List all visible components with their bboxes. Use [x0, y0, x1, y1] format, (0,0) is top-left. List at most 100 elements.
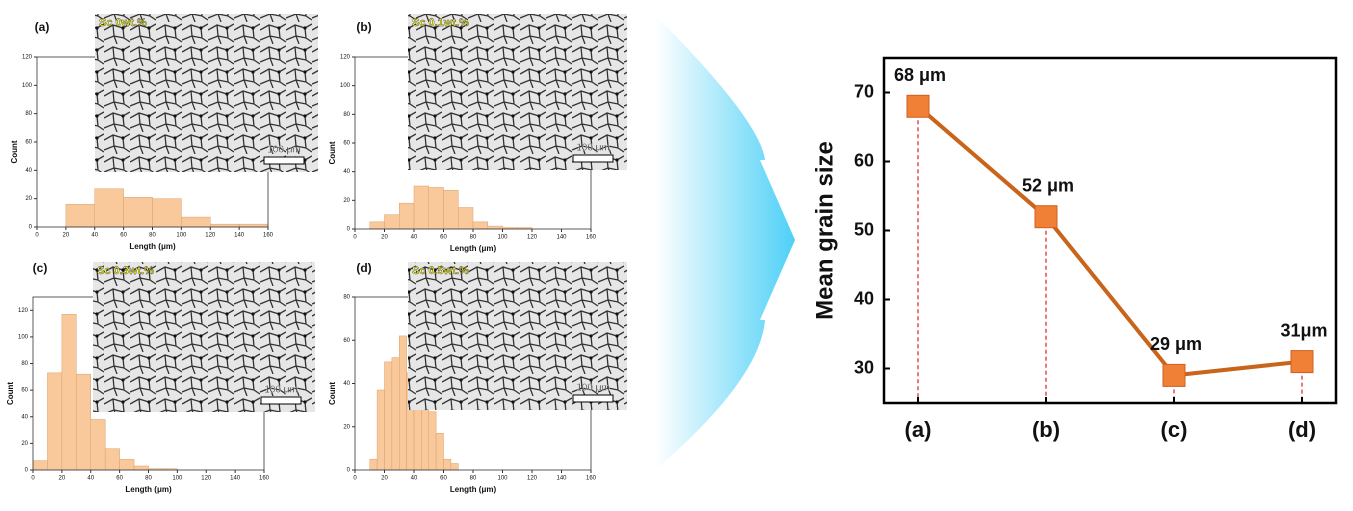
x-tick-label: 0: [31, 476, 35, 482]
histogram-bar: [61, 314, 77, 471]
marker: [1290, 350, 1314, 374]
histogram-bar: [450, 463, 459, 471]
x-tick-label: 160: [263, 233, 274, 239]
inset-label: Sc 0.5wt.%: [412, 265, 469, 277]
x-tick-label: (d): [1288, 417, 1316, 442]
x-axis-label: Length (μm): [125, 485, 172, 494]
histogram-bar: [123, 197, 153, 228]
y-tick-label: 60: [343, 141, 350, 147]
y-tick-label: 80: [21, 361, 28, 367]
x-tick-label: 120: [527, 476, 538, 482]
x-tick-label: 120: [205, 233, 216, 239]
y-axis-label: Count: [328, 141, 337, 164]
y-tick-label: 20: [25, 196, 32, 202]
x-axis-label: Length (μm): [450, 244, 497, 253]
x-tick-label: 100: [176, 233, 187, 239]
scale-bar-label: 100 μm: [576, 383, 610, 394]
histogram-bar: [428, 411, 437, 471]
scale-bar: [260, 396, 302, 405]
histogram-bar: [472, 221, 488, 230]
x-tick-label: 20: [63, 233, 70, 239]
y-tick-label: 40: [25, 168, 32, 174]
x-tick-label: 40: [91, 233, 98, 239]
x-tick-label: 100: [172, 476, 183, 482]
x-tick-label: (b): [1032, 417, 1060, 442]
y-tick-label: 100: [340, 83, 351, 89]
panel-label: (b): [356, 20, 371, 34]
histogram-bar: [487, 225, 503, 230]
histogram-bar: [32, 460, 48, 471]
histogram-bar: [435, 432, 444, 471]
y-tick-label: 40: [21, 414, 28, 420]
histogram-bar: [238, 223, 269, 228]
y-tick-label: 80: [343, 112, 350, 118]
histogram-bar: [443, 190, 459, 230]
x-tick-label: 160: [586, 235, 597, 241]
line: [916, 104, 1303, 378]
scale-bar: [572, 154, 614, 163]
histogram-bar: [104, 448, 120, 471]
y-tick-label: 20: [21, 441, 28, 447]
x-tick-label: 140: [556, 476, 567, 482]
micrograph: [408, 262, 627, 410]
y-tick-label: 60: [343, 338, 350, 344]
micrograph: [93, 262, 315, 412]
x-tick-label: 80: [149, 233, 156, 239]
panel-label: (a): [35, 20, 50, 34]
x-tick-label: 100: [497, 476, 508, 482]
x-tick-label: 0: [353, 476, 357, 482]
panel-label: (d): [356, 261, 371, 275]
marker: [906, 94, 930, 118]
scale-bar: [263, 156, 305, 165]
y-tick-label: 120: [18, 308, 29, 314]
y-tick-label: 20: [343, 198, 350, 204]
y-tick-label: 50: [854, 219, 874, 239]
histogram-bar: [376, 389, 385, 471]
x-tick-label: 160: [259, 476, 270, 482]
inset-label: Sc 0wt.%: [99, 17, 147, 29]
y-tick-label: 100: [22, 83, 33, 89]
x-tick-label: 120: [527, 235, 538, 241]
x-tick-label: (c): [1161, 417, 1188, 442]
y-axis-label: Mean grain size: [811, 141, 838, 320]
value-label: 31μm: [1280, 320, 1327, 340]
y-tick-label: 30: [854, 357, 874, 377]
histogram-bar: [443, 458, 452, 471]
x-tick-label: 80: [470, 235, 477, 241]
x-tick-label: 80: [470, 476, 477, 482]
y-tick-label: 70: [854, 81, 874, 101]
scale-bar-label: 100 μm: [576, 143, 610, 154]
x-tick-label: 80: [145, 476, 152, 482]
y-tick-label: 100: [18, 335, 29, 341]
x-tick-label: 60: [116, 476, 123, 482]
histogram-bar: [181, 216, 211, 228]
micrograph: [408, 14, 627, 170]
plot-frame: [882, 56, 1338, 405]
x-tick-label: 20: [381, 235, 388, 241]
histogram-bar: [119, 459, 135, 471]
y-tick-label: 80: [25, 111, 32, 117]
x-tick-label: (a): [905, 417, 932, 442]
x-tick-label: 40: [87, 476, 94, 482]
y-axis-label: Count: [328, 382, 337, 405]
histogram-bar: [428, 187, 444, 230]
histogram-bar: [369, 221, 385, 230]
y-axis-label: Count: [6, 382, 15, 405]
x-tick-label: 100: [497, 235, 508, 241]
scale-bar-label: 100 μm: [264, 385, 298, 396]
histogram-bar: [369, 458, 378, 471]
panel-label: (c): [33, 261, 48, 275]
x-tick-label: 120: [201, 476, 212, 482]
y-tick-label: 60: [25, 140, 32, 146]
y-tick-label: 0: [29, 225, 33, 231]
histogram-bar: [133, 465, 149, 471]
marker: [1162, 363, 1186, 387]
value-label: 52 μm: [1022, 175, 1074, 195]
histogram-bar: [152, 198, 182, 228]
histogram-bar: [76, 373, 91, 471]
histogram-bar: [413, 185, 429, 230]
x-tick-label: 60: [440, 476, 447, 482]
x-tick-label: 160: [586, 476, 597, 482]
histogram-bar: [94, 188, 124, 228]
y-tick-label: 0: [347, 468, 351, 474]
